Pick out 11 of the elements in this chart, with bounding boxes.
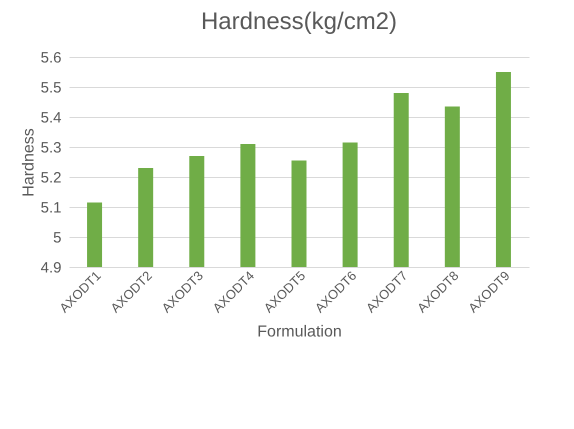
y-tick-label: 5.6 [40,50,62,66]
y-tick-label: 5.3 [40,140,62,156]
y-tick-label: 5.4 [40,110,62,126]
y-tick-label: 5.2 [40,170,62,186]
y-axis-title: Hardness [20,128,38,197]
x-axis-title: Formulation [257,323,342,340]
y-tick-label: 4.9 [40,260,62,276]
y-tick-label: 5.5 [40,80,62,96]
chart-title: Hardness(kg/cm2) [200,8,398,35]
y-tick-label: 5 [53,230,62,246]
y-tick-label: 5.1 [40,200,62,216]
